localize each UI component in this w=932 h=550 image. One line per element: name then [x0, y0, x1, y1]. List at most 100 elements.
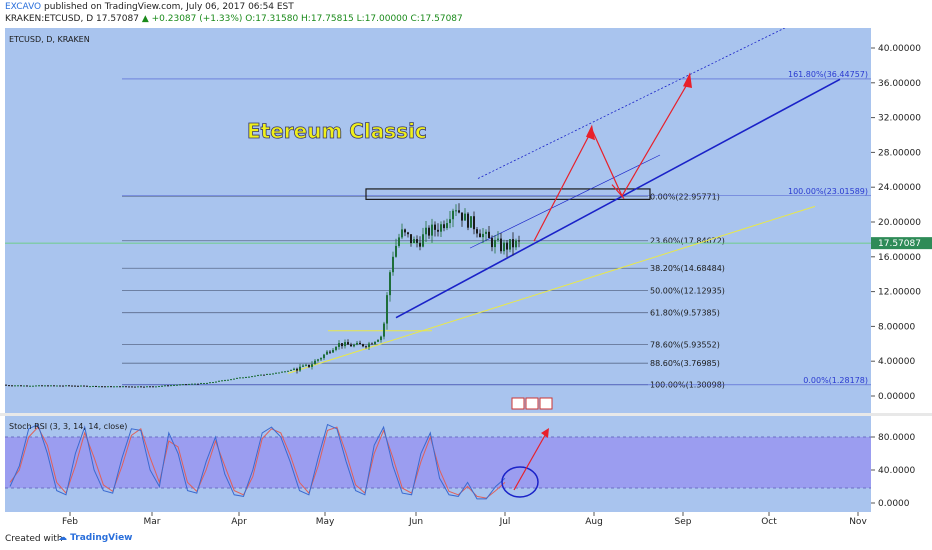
candle-body [47, 385, 49, 387]
candle-body [119, 386, 121, 388]
candle-body [41, 385, 43, 387]
candle-body [482, 233, 484, 238]
candle-body [101, 386, 103, 388]
event-marker-3[interactable] [539, 397, 553, 410]
candle-body [128, 386, 130, 388]
fib-ext-label: 100.00%(23.01589) [788, 187, 868, 196]
candle-body [413, 239, 415, 244]
rsi-tick-label: 40.0000 [878, 466, 915, 476]
candle-body [20, 385, 22, 387]
candle-body [200, 383, 202, 385]
candle-body [458, 210, 460, 213]
candle-body [473, 216, 475, 230]
candle-body [35, 385, 37, 387]
fib-level-label: 88.60%(3.76985) [650, 359, 720, 368]
event-marker-2[interactable] [525, 397, 539, 410]
price-axis[interactable] [871, 28, 932, 413]
candle-body [347, 342, 349, 345]
candle-body [392, 256, 394, 273]
candle-body [338, 343, 340, 347]
candle-body [419, 242, 421, 247]
candle-body [335, 346, 337, 350]
publisher-name[interactable]: EXCAVO [5, 2, 42, 12]
candle-body [56, 385, 58, 387]
candle-body [23, 385, 25, 387]
candle-body [215, 381, 217, 383]
y-tick-label: 32.00000 [878, 114, 921, 124]
price-change: ▲ +0.23087 (+1.33%) [141, 14, 243, 24]
pane-separator[interactable] [0, 413, 932, 416]
y-tick-label: 4.00000 [878, 357, 915, 367]
candle-body [266, 373, 268, 375]
candle-body [38, 385, 40, 387]
candle-body [302, 365, 304, 367]
fib-level-label: 61.80%(9.57385) [650, 309, 720, 318]
candle-body [8, 385, 10, 387]
y-tick-label: 40.00000 [878, 44, 921, 54]
y-tick-label: 36.00000 [878, 79, 921, 89]
time-axis[interactable] [0, 512, 932, 528]
event-markers[interactable] [511, 397, 553, 410]
candle-body [98, 386, 100, 388]
candle-body [17, 385, 19, 387]
candle-body [14, 385, 16, 387]
candle-body [44, 385, 46, 387]
event-marker-1[interactable] [511, 397, 525, 410]
yellow-trendline [287, 205, 816, 374]
x-tick-label: Nov [849, 517, 867, 527]
candle-body [227, 379, 229, 381]
candle-body [326, 351, 328, 355]
candle-body [53, 385, 55, 387]
projection-path [533, 79, 691, 242]
pane-label: ETCUSD, D, KRAKEN [9, 35, 90, 44]
chart-canvas[interactable]: Feb Mar Apr May Jun Jul Aug Sep Oct Nov 40.00000 3… [0, 28, 932, 528]
tradingview-logo[interactable]: ☁ TradingView [58, 533, 133, 543]
candle-body [77, 385, 79, 387]
candle-body [125, 386, 127, 388]
x-tick-label: Aug [585, 517, 603, 527]
candle-body [221, 380, 223, 382]
candle-body [272, 373, 274, 375]
candle-body [485, 231, 487, 234]
candle-body [230, 379, 232, 381]
symbol-name: KRAKEN:ETCUSD, D [5, 14, 94, 24]
candle-body [428, 227, 430, 236]
stoch-k-line [9, 423, 506, 500]
candle-body [353, 344, 355, 347]
fib-level-label: 100.00%(1.30098) [650, 381, 725, 390]
candle-body [176, 384, 178, 386]
publish-line: EXCAVO published on TradingView.com, Jul… [5, 2, 294, 13]
candle-body [122, 386, 124, 388]
candle-body [422, 234, 424, 247]
candle-body [191, 383, 193, 385]
y-tick-label: 20.00000 [878, 218, 921, 228]
candle-body [344, 342, 346, 347]
candle-body [329, 351, 331, 353]
candle-body [290, 369, 292, 371]
candle-body [83, 385, 85, 387]
footer: Created with ☁ TradingView [0, 528, 932, 550]
candle-body [104, 386, 106, 388]
candle-body [410, 234, 412, 244]
candle-body [80, 385, 82, 387]
candle-body [155, 386, 157, 388]
fib-level-label: 78.60%(5.93552) [650, 340, 720, 349]
candle-body [377, 340, 379, 342]
candle-body [293, 368, 295, 370]
candle-body [152, 386, 154, 388]
fib-ext-label: 161.80%(36.44757) [788, 70, 868, 79]
main-trendline [395, 78, 841, 319]
candle-body [308, 364, 310, 367]
candle-body [140, 386, 142, 388]
current-price-tag [871, 237, 932, 250]
candle-body [284, 371, 286, 373]
candle-body [131, 386, 133, 388]
candle-body [239, 377, 241, 379]
candle-body [404, 229, 406, 233]
fib-level-label: 23.60%(17.84672) [650, 237, 725, 246]
candle-body [164, 385, 166, 387]
candle-body [467, 213, 469, 228]
candle-body [479, 233, 481, 238]
rsi-axis[interactable] [871, 416, 932, 512]
annotation-title[interactable]: Etereum Classic [247, 119, 428, 144]
